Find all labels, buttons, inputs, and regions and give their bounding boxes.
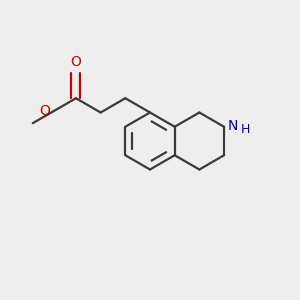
Text: N: N: [228, 119, 238, 133]
Text: O: O: [39, 104, 50, 118]
Text: H: H: [241, 123, 250, 136]
Text: O: O: [70, 55, 81, 69]
